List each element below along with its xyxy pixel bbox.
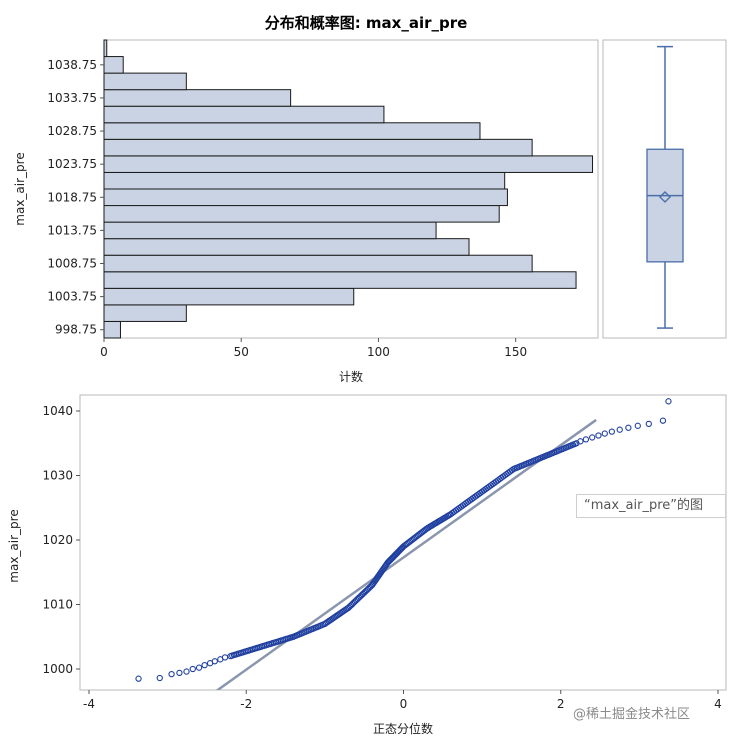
data-point: [211, 658, 218, 665]
data-point: [189, 665, 196, 673]
histogram-y-tick-label: 1023.75: [47, 157, 97, 171]
data-point: [589, 434, 596, 441]
figure-title: 分布和概率图: max_air_pre: [265, 14, 468, 32]
histogram-x-axis-label: 计数: [339, 369, 363, 384]
probability-plot: [135, 398, 672, 690]
histogram-bar: [103, 89, 292, 107]
histogram-bar: [103, 271, 577, 289]
histogram-bar: [103, 105, 385, 124]
histogram-x-tick-label: 150: [504, 345, 527, 359]
histogram-bar: [103, 138, 533, 157]
histogram-bar: [103, 122, 481, 140]
boxplot: [646, 45, 684, 329]
data-point: [176, 669, 183, 677]
histogram-bar: [103, 304, 187, 322]
data-point: [665, 398, 672, 405]
probability-plot-x-tick-label: 2: [557, 697, 565, 711]
histogram-y-tick-label: 1038.75: [47, 58, 97, 72]
data-point: [608, 428, 616, 435]
histogram-x-tick-label: 100: [367, 345, 390, 359]
histogram-bar: [103, 221, 437, 240]
histogram-bar: [103, 155, 594, 173]
probability-plot-panel: -4 -2 0 2 4 1000 1010 1020 1030 1040 max_air_pre…: [7, 394, 727, 736]
probability-plot-y-tick-label: 1020: [42, 533, 73, 547]
boxplot-panel: [602, 39, 727, 339]
probability-plot-x-ticks: -4 -2 0 2 4: [83, 690, 722, 711]
probability-plot-y-tick-label: 1030: [42, 469, 73, 483]
histogram-bar: [103, 287, 355, 306]
histogram-x-tick-label: 50: [234, 345, 249, 359]
histogram-y-tick-label: 998.75: [55, 323, 97, 337]
histogram-bar: [103, 188, 508, 207]
histogram-panel: 998.75 1003.75 1008.75 1013.75 1018.75 1023.7…: [13, 39, 599, 384]
watermark: @稀土掘金技术社区: [573, 707, 691, 722]
histogram-bar: [103, 39, 108, 58]
probability-plot-x-tick-label: -4: [83, 697, 95, 711]
probability-plot-y-tick-label: 1000: [42, 662, 73, 676]
probability-plot-x-axis-label: 正态分位数: [373, 721, 433, 736]
histogram-bar: [103, 254, 533, 273]
reference-line: [215, 418, 597, 690]
probability-plot-y-ticks: 1000 1010 1020 1030 1040: [42, 404, 80, 676]
histogram-bar: [103, 72, 187, 91]
probability-plot-x-tick-label: 0: [400, 697, 408, 711]
data-point: [645, 420, 652, 428]
histogram-y-ticks: 998.75 1003.75 1008.75 1013.75 1018.75 1023.7…: [47, 58, 104, 337]
histogram-bar: [103, 56, 124, 74]
probability-plot-y-tick-label: 1010: [42, 598, 73, 612]
histogram-y-axis-label: max_air_pre: [13, 152, 27, 225]
histogram-bar: [103, 171, 506, 190]
data-point: [582, 436, 590, 443]
histogram-x-ticks: 0 50 100 150: [100, 338, 527, 359]
probability-plot-x-tick-label: -2: [240, 697, 252, 711]
histogram-bar: [103, 238, 470, 256]
data-point: [634, 422, 641, 429]
histogram-bars: [103, 39, 594, 339]
probability-plot-frame: [79, 394, 727, 691]
histogram-y-tick-label: 1033.75: [47, 91, 97, 105]
probability-plot-y-tick-label: 1040: [42, 404, 73, 418]
data-point: [616, 426, 623, 433]
data-point: [577, 438, 584, 445]
data-point: [595, 432, 602, 439]
data-point: [195, 664, 203, 671]
histogram-x-tick-label: 0: [100, 345, 108, 359]
probability-plot-x-tick-label: 4: [714, 697, 722, 711]
data-point: [135, 675, 142, 682]
boxplot-box: [646, 148, 684, 263]
boxplot-mean-marker: [659, 190, 671, 203]
data-point: [201, 661, 208, 669]
probability-plot-y-axis-label: max_air_pre: [7, 509, 21, 582]
histogram-y-tick-label: 1013.75: [47, 223, 97, 237]
histogram-y-tick-label: 1028.75: [47, 124, 97, 138]
histogram-y-tick-label: 1003.75: [47, 290, 97, 304]
data-point: [221, 654, 229, 661]
data-point: [168, 671, 175, 678]
data-point: [601, 430, 608, 437]
data-point: [659, 417, 667, 424]
data-point: [156, 674, 163, 682]
histogram-y-tick-label: 1018.75: [47, 190, 97, 204]
probability-plot-legend: “max_air_pre”的图: [576, 494, 726, 518]
data-point: [625, 424, 632, 431]
histogram-y-tick-label: 1008.75: [47, 257, 97, 271]
histogram-bar: [103, 320, 121, 339]
data-point: [183, 668, 190, 675]
histogram-bar: [103, 205, 500, 223]
